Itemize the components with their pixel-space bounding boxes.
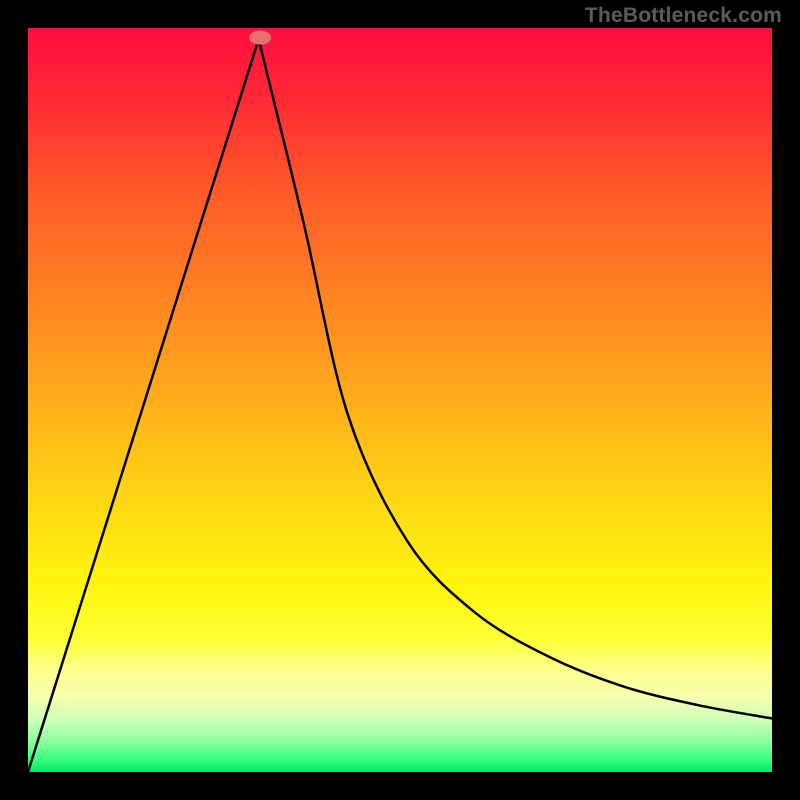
watermark-text: TheBottleneck.com (585, 4, 782, 28)
optimum-marker (249, 31, 271, 45)
plot-svg (28, 28, 772, 772)
gradient-background (28, 28, 772, 772)
chart-frame: TheBottleneck.com (0, 0, 800, 800)
plot-area (28, 28, 772, 772)
